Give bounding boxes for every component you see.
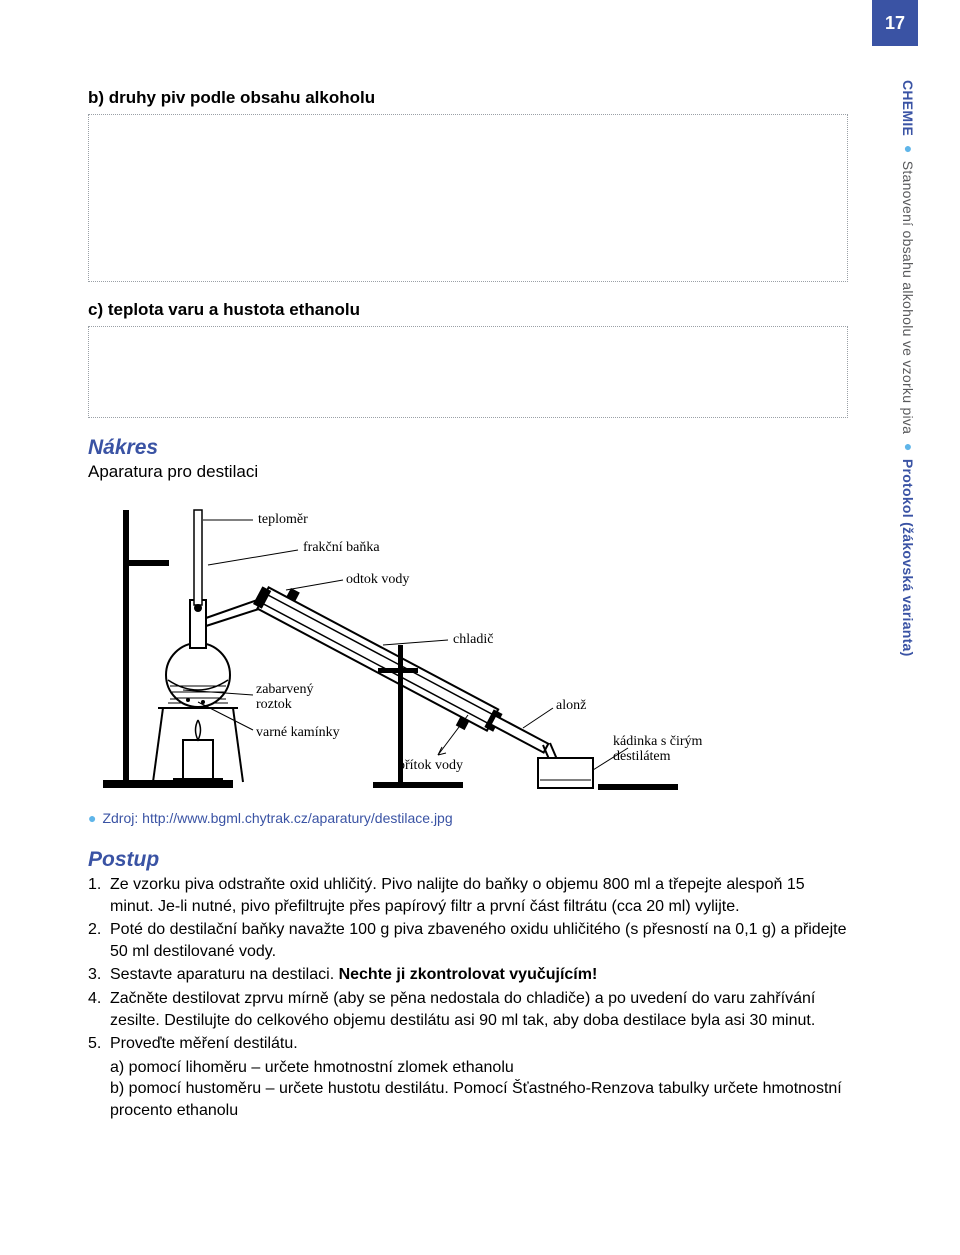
sidebar-topic: Stanovení obsahu alkoholu ve vzorku piva xyxy=(900,161,916,434)
step-5a: a) pomocí lihoměru – určete hmotnostní z… xyxy=(88,1057,848,1079)
step-5b: b) pomocí hustoměru – určete hustotu des… xyxy=(88,1078,848,1121)
label-frakcni-banka: frakční baňka xyxy=(303,540,380,555)
source-line: ● Zdroj: http://www.bgml.chytrak.cz/apara… xyxy=(88,810,848,826)
source-label: Zdroj: xyxy=(102,810,142,826)
nakres-title: Nákres xyxy=(88,436,848,460)
step-5: 5.Proveďte měření destilátu. xyxy=(88,1033,848,1055)
sidebar-bullet-2: ● xyxy=(900,438,916,454)
answer-box-c xyxy=(88,326,848,418)
sidebar-label: CHEMIE ● Stanovení obsahu alkoholu ve vz… xyxy=(896,80,916,640)
answer-box-b xyxy=(88,114,848,282)
step-3-strong: Nechte ji zkontrolovat vyučujícím! xyxy=(339,966,598,983)
label-chladic: chladič xyxy=(453,632,493,647)
postup-title: Postup xyxy=(88,848,848,872)
label-varne-kaminky: varné kamínky xyxy=(256,725,340,740)
step-4: 4.Začněte destilovat zprvu mírně (aby se… xyxy=(88,988,848,1031)
heading-c: c) teplota varu a hustota ethanolu xyxy=(88,300,848,320)
heading-b: b) druhy piv podle obsahu alkoholu xyxy=(88,88,848,108)
label-zabarveny-roztok: zabarvený roztok xyxy=(256,682,314,713)
source-url: http://www.bgml.chytrak.cz/aparatury/des… xyxy=(142,810,452,826)
nakres-subtitle: Aparatura pro destilaci xyxy=(88,462,848,482)
label-odtok-vody: odtok vody xyxy=(346,572,409,587)
sidebar-subject: CHEMIE xyxy=(900,80,916,136)
main-content: b) druhy piv podle obsahu alkoholu c) te… xyxy=(88,88,848,1122)
sidebar-protocol: Protokol (žákovská varianta) xyxy=(900,459,916,657)
sidebar-bullet-1: ● xyxy=(900,140,916,156)
step-2: 2.Poté do destilační baňky navažte 100 g… xyxy=(88,919,848,962)
page-number-badge: 17 xyxy=(872,0,918,46)
postup-list: 1.Ze vzorku piva odstraňte oxid uhličitý… xyxy=(88,874,848,1122)
label-kadinka: kádinka s čirým destilátem xyxy=(613,734,702,765)
label-alonz: alonž xyxy=(556,698,586,713)
step-3: 3.Sestavte aparaturu na destilaci. Necht… xyxy=(88,964,848,986)
source-bullet: ● xyxy=(88,810,96,826)
label-pritok-vody: přítok vody xyxy=(398,758,463,773)
step-1: 1.Ze vzorku piva odstraňte oxid uhličitý… xyxy=(88,874,848,917)
label-teplomer: teploměr xyxy=(258,512,308,527)
distillation-diagram: teploměr frakční baňka odtok vody chladi… xyxy=(88,490,708,800)
